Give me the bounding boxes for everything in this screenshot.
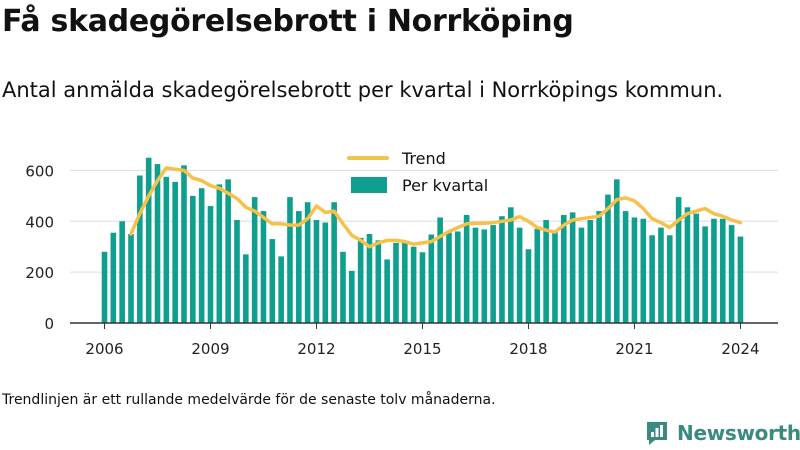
bar [287,197,293,323]
bar-series [101,157,744,323]
bar [357,237,364,323]
x-tick-label: 2021 [615,340,653,358]
bar [578,227,585,323]
bar [666,235,673,323]
legend-bars-swatch [351,177,387,193]
bar [587,220,594,323]
bar [446,232,452,323]
bar [260,211,267,323]
bar [455,231,461,323]
bar [225,179,231,323]
bar [181,165,187,323]
bar [631,217,638,323]
bar [410,246,417,323]
y-tick-label: 200 [25,264,54,282]
bar [163,176,170,323]
bar [207,206,214,323]
bar [525,249,532,323]
bar [605,194,611,323]
bar [269,239,276,323]
bar [243,254,249,323]
chart-title: Få skadegörelsebrott i Norrköping [2,4,574,39]
bar [278,256,284,323]
trend-line [129,166,743,249]
bar [198,188,205,323]
bar [304,202,311,323]
bar [101,251,108,323]
x-tick-label: 2015 [403,340,441,358]
bar [490,225,496,323]
chart-subtitle: Antal anmälda skadegörelsebrott per kvar… [2,78,724,102]
bar [234,220,240,323]
bar [296,211,302,323]
bar [675,197,682,323]
bar [552,231,558,323]
bar [569,212,576,323]
bar [481,229,488,323]
bar [640,218,647,323]
y-tick-label: 0 [44,315,54,333]
bar [649,235,655,323]
bar [128,234,134,323]
bar [110,232,117,323]
x-tick-label: 2009 [191,340,229,358]
bar [543,220,549,323]
bar [596,211,602,323]
chart-svg: 0 200 400 600 2006 2009 2012 2015 2018 2021 2024 T… [25,149,778,358]
bar [560,214,567,323]
brand-logo[interactable]: Newsworthy [645,420,800,446]
bar [154,164,161,323]
bar [437,217,443,323]
bar [507,207,514,323]
legend-bars-label: Per kvartal [402,176,488,195]
bar [658,227,664,323]
bar [499,216,505,323]
footnote: Trendlinjen är ett rullande medelvärde f… [2,392,496,408]
bar [190,195,196,323]
bar [375,240,382,323]
brand-name: Newsworthy [677,421,800,445]
bar [463,214,470,323]
bar [719,218,726,323]
bar [366,234,373,323]
x-tick-label: 2012 [297,340,335,358]
bar [216,184,223,323]
bar [737,236,744,323]
bar [711,218,717,323]
bar [402,242,408,323]
bar [693,213,700,323]
y-tick-label: 400 [25,213,54,231]
bar [340,251,346,323]
bar [728,225,735,323]
newsworthy-logo-icon [645,420,669,446]
bar [119,221,125,323]
bar [393,242,399,323]
bar [349,270,355,323]
bar [419,252,426,323]
trend-series [129,166,743,249]
bar [472,227,479,323]
bar [145,157,152,323]
bar [251,197,258,323]
axes: 0 200 400 600 2006 2009 2012 2015 2018 2021 2024 [25,162,778,358]
bar [516,227,523,323]
bar [322,222,329,323]
bar [622,211,629,323]
bar [384,259,390,323]
x-tick-label: 2024 [721,340,759,358]
legend: Trend Per kvartal [347,149,488,195]
bar [613,179,620,323]
y-tick-label: 600 [25,162,54,180]
bar [428,234,435,323]
legend-trend-label: Trend [401,149,446,168]
bar [313,220,320,323]
bar [684,207,691,323]
bar [172,181,178,323]
x-tick-label: 2018 [509,340,547,358]
bar [137,175,143,323]
bar [534,228,541,323]
bar [702,226,708,323]
x-tick-label: 2006 [85,340,123,358]
bar [331,202,337,323]
